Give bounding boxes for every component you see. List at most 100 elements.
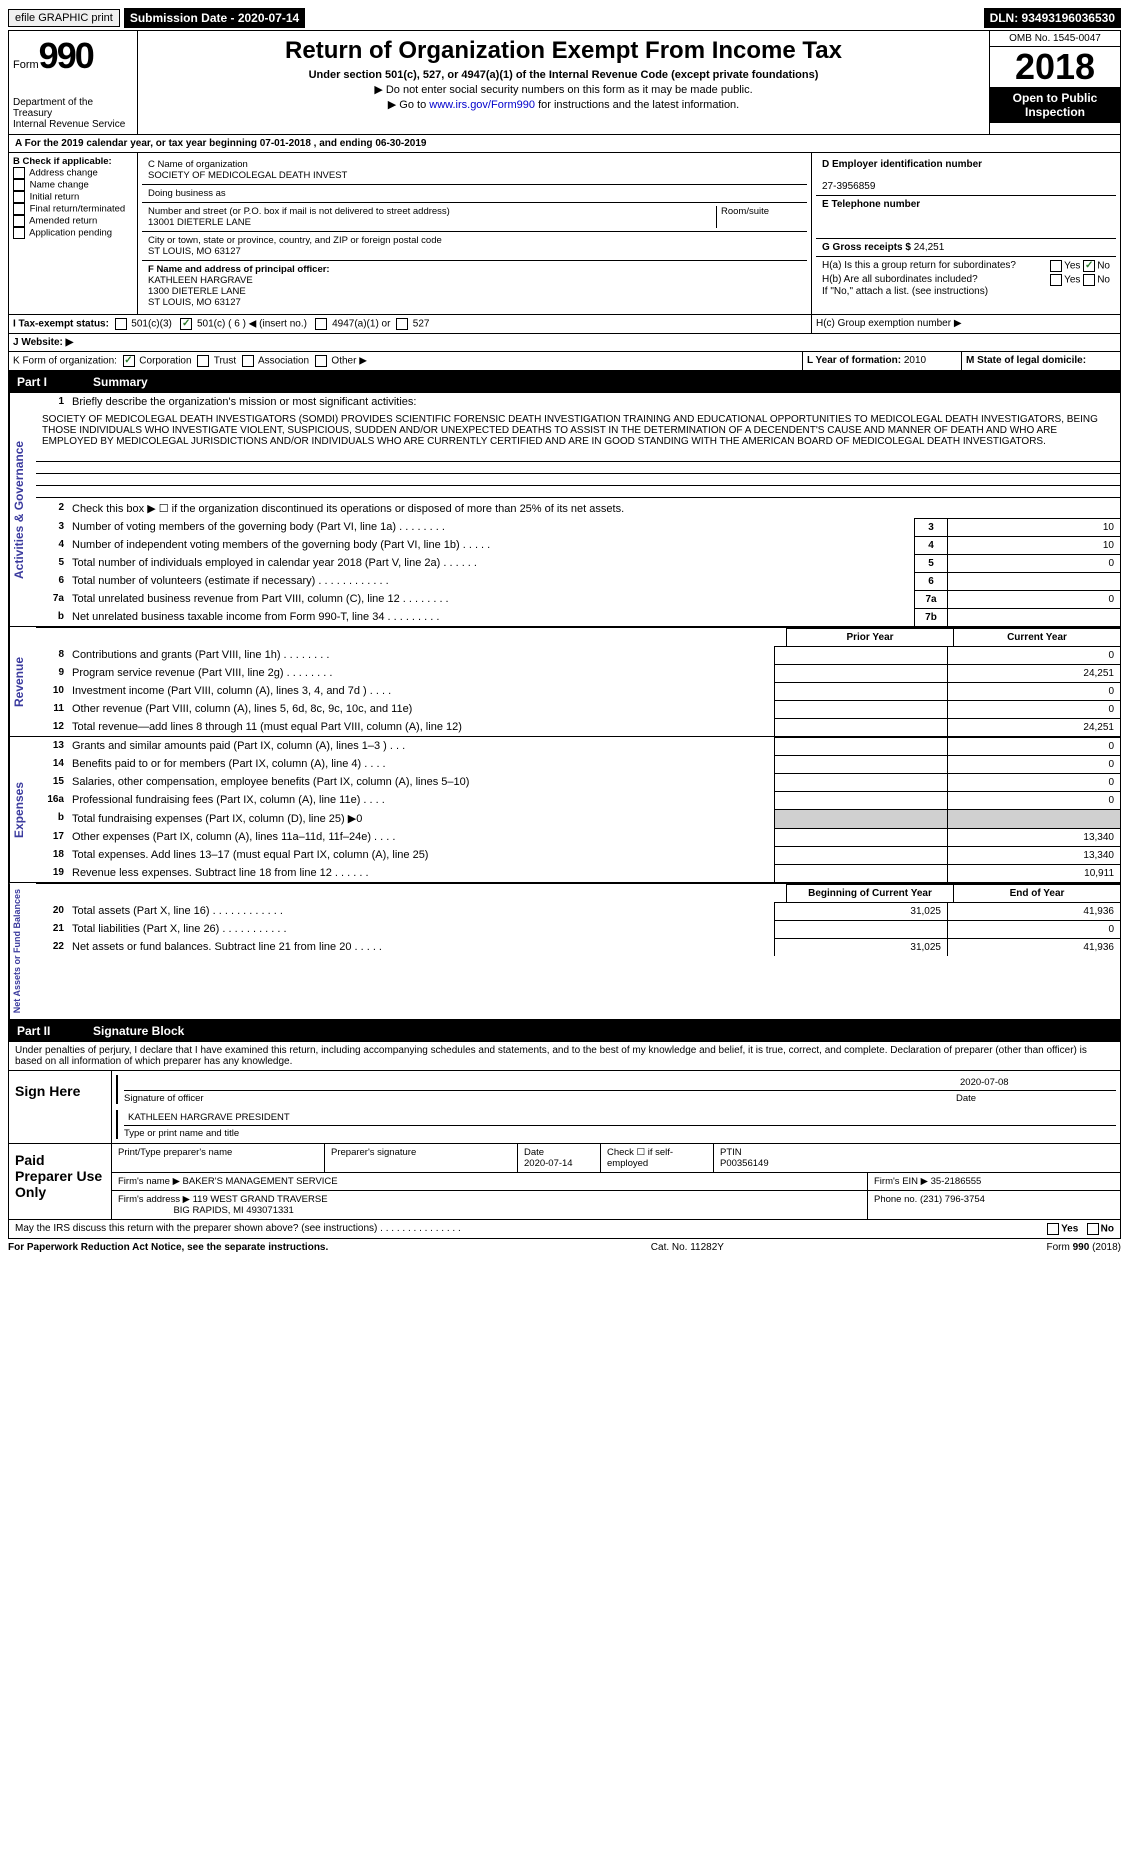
cb-527[interactable]	[396, 318, 408, 330]
hb-note: If "No," attach a list. (see instruction…	[822, 286, 1110, 297]
cb-501c3[interactable]	[115, 318, 127, 330]
ha-yes[interactable]	[1050, 260, 1062, 272]
sign-here-label: Sign Here	[9, 1071, 112, 1143]
line-b-box: 7b	[914, 608, 947, 626]
line-12-desc: Total revenue—add lines 8 through 11 (mu…	[68, 718, 774, 736]
vtab-governance: Activities & Governance	[9, 393, 36, 626]
line-7a-desc: Total unrelated business revenue from Pa…	[68, 590, 914, 608]
cb-corp[interactable]	[123, 355, 135, 367]
omb-number: OMB No. 1545-0047	[990, 31, 1120, 47]
checkbox-amended[interactable]	[13, 215, 25, 227]
cb-other[interactable]	[315, 355, 327, 367]
checkbox-name-change[interactable]	[13, 179, 25, 191]
section-c: C Name of organization SOCIETY OF MEDICO…	[138, 153, 812, 314]
checkbox-pending[interactable]	[13, 227, 25, 239]
state-domicile-label: M State of legal domicile:	[966, 355, 1086, 366]
discuss-yes[interactable]	[1047, 1223, 1059, 1235]
preparer-sig-label: Preparer's signature	[325, 1144, 518, 1172]
sig-date: 2020-07-08	[956, 1075, 1116, 1091]
officer-addr1: 1300 DIETERLE LANE	[148, 286, 246, 297]
officer-addr2: ST LOUIS, MO 63127	[148, 297, 241, 308]
vtab-net-assets: Net Assets or Fund Balances	[9, 883, 36, 1019]
line-15-desc: Salaries, other compensation, employee b…	[68, 773, 774, 791]
cb-label-initial: Initial return	[30, 192, 80, 203]
line-7a-num: 7a	[36, 590, 68, 608]
part-1-header: Part I Summary	[8, 371, 1121, 393]
gross-value: 24,251	[914, 242, 945, 253]
line-12-prior	[774, 718, 947, 736]
cb-trust[interactable]	[197, 355, 209, 367]
discuss-no[interactable]	[1087, 1223, 1099, 1235]
gross-label: G Gross receipts $	[822, 242, 911, 253]
goto-suffix: for instructions and the latest informat…	[535, 99, 739, 111]
ein-value: 27-3956859	[822, 181, 875, 192]
page-footer: For Paperwork Reduction Act Notice, see …	[8, 1239, 1121, 1253]
firm-ein: 35-2186555	[931, 1176, 982, 1187]
ptin-label: PTIN	[720, 1147, 742, 1158]
yes-label-2: Yes	[1064, 275, 1080, 286]
efile-button[interactable]: efile GRAPHIC print	[8, 9, 120, 27]
checkbox-final[interactable]	[13, 203, 25, 215]
opt-501c3: 501(c)(3)	[131, 319, 172, 330]
opt-corp: Corporation	[139, 356, 191, 367]
line-13-prior	[774, 737, 947, 755]
irs-link[interactable]: www.irs.gov/Form990	[429, 99, 535, 111]
cb-assoc[interactable]	[242, 355, 254, 367]
line-16a-num: 16a	[36, 791, 68, 809]
cb-label-final: Final return/terminated	[30, 204, 126, 215]
cb-label-address: Address change	[29, 168, 98, 179]
section-klm-row: K Form of organization: Corporation Trus…	[8, 352, 1121, 371]
line-12-num: 12	[36, 718, 68, 736]
cb-4947[interactable]	[315, 318, 327, 330]
discuss-row: May the IRS discuss this return with the…	[8, 1220, 1121, 1239]
firm-addr2: BIG RAPIDS, MI 493071331	[173, 1205, 293, 1216]
addr-label: Number and street (or P.O. box if mail i…	[148, 206, 450, 217]
line-20-prior: 31,025	[774, 902, 947, 920]
line-21-current: 0	[947, 920, 1120, 938]
footer-cat: Cat. No. 11282Y	[651, 1242, 724, 1253]
line-b-prior	[774, 809, 947, 828]
hb-no[interactable]	[1083, 274, 1095, 286]
checkbox-initial[interactable]	[13, 191, 25, 203]
line-15-current: 0	[947, 773, 1120, 791]
cb-501c[interactable]	[180, 318, 192, 330]
line-15-num: 15	[36, 773, 68, 791]
form-num: 990	[39, 35, 93, 76]
top-bar: efile GRAPHIC print Submission Date - 20…	[8, 8, 1121, 28]
mission-text: SOCIETY OF MEDICOLEGAL DEATH INVESTIGATO…	[36, 411, 1120, 450]
hb-yes[interactable]	[1050, 274, 1062, 286]
section-d-g: D Employer identification number 27-3956…	[812, 153, 1120, 314]
line-21-desc: Total liabilities (Part X, line 26) . . …	[68, 920, 774, 938]
line-16a-prior	[774, 791, 947, 809]
perjury-statement: Under penalties of perjury, I declare th…	[8, 1042, 1121, 1071]
discuss-text: May the IRS discuss this return with the…	[15, 1223, 461, 1235]
line-14-num: 14	[36, 755, 68, 773]
firm-ein-label: Firm's EIN ▶	[874, 1176, 928, 1187]
prep-date: 2020-07-14	[524, 1158, 573, 1169]
line-5-desc: Total number of individuals employed in …	[68, 554, 914, 572]
line-17-prior	[774, 828, 947, 846]
line-8-current: 0	[947, 646, 1120, 664]
revenue-section: Revenue Prior Year Current Year 8Contrib…	[8, 627, 1121, 737]
vtab-revenue: Revenue	[9, 627, 36, 736]
checkbox-address-change[interactable]	[13, 167, 25, 179]
line-19-num: 19	[36, 864, 68, 882]
vtab-expenses: Expenses	[9, 737, 36, 882]
line-6-box: 6	[914, 572, 947, 590]
section-a: A For the 2019 calendar year, or tax yea…	[8, 135, 1121, 153]
line-18-num: 18	[36, 846, 68, 864]
line-3-val: 10	[947, 518, 1120, 536]
footer-form-prefix: Form	[1047, 1242, 1073, 1253]
hb-label: H(b) Are all subordinates included?	[822, 274, 978, 286]
firm-phone-label: Phone no.	[874, 1194, 917, 1205]
opt-other: Other ▶	[331, 356, 366, 367]
line-11-desc: Other revenue (Part VIII, column (A), li…	[68, 700, 774, 718]
line-17-current: 13,340	[947, 828, 1120, 846]
form-title: Return of Organization Exempt From Incom…	[144, 37, 983, 65]
line-5-num: 5	[36, 554, 68, 572]
line-4-val: 10	[947, 536, 1120, 554]
yes-label: Yes	[1064, 261, 1080, 272]
line-7a-box: 7a	[914, 590, 947, 608]
footer-form-num: 990	[1073, 1242, 1090, 1253]
ha-no[interactable]	[1083, 260, 1095, 272]
